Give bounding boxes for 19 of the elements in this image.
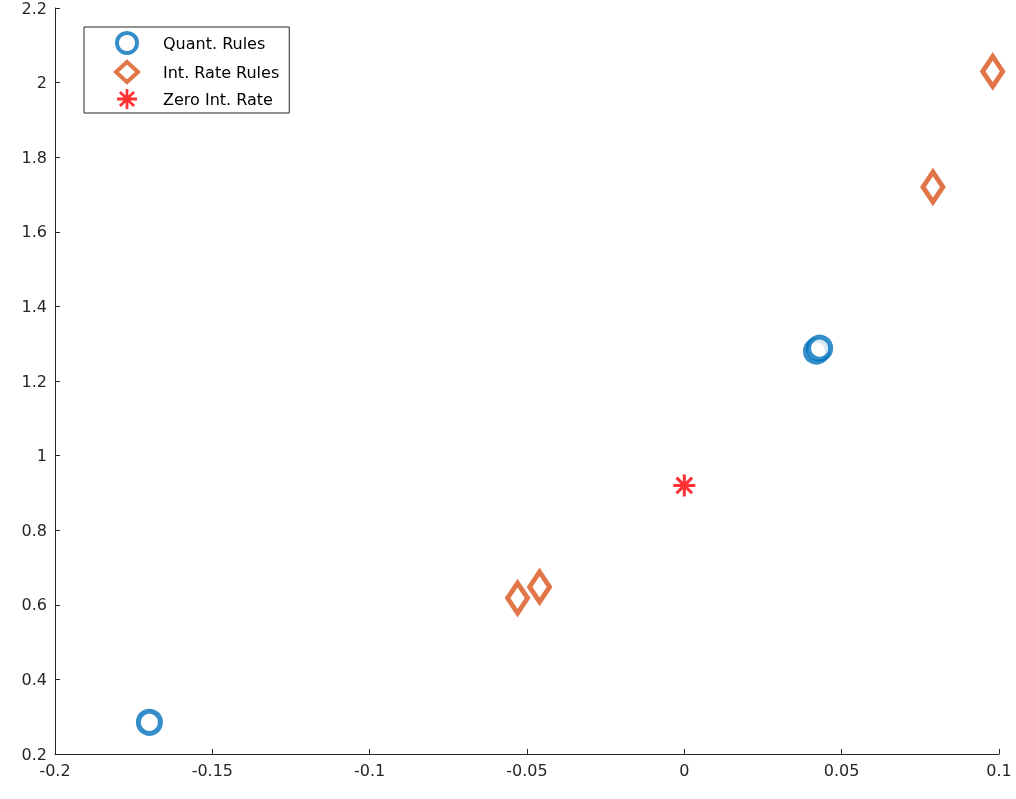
x-tick-label: -0.15	[191, 760, 234, 780]
legend-label: Int. Rate Rules	[163, 62, 280, 82]
x-tick-label: 0.05	[823, 760, 860, 780]
y-tick-label: 1.8	[21, 147, 47, 167]
x-tick-label: -0.1	[354, 760, 386, 780]
y-tick-label: 1	[36, 446, 47, 466]
legend-label: Zero Int. Rate	[163, 89, 273, 109]
y-tick-label: 0.8	[21, 520, 47, 540]
y-tick-label: 2.2	[21, 0, 47, 18]
x-tick-label: -0.05	[506, 760, 548, 780]
y-tick-label: 2	[36, 73, 47, 93]
y-tick-label: 0.6	[21, 595, 47, 615]
legend-label: Quant. Rules	[163, 33, 266, 53]
x-tick-label: 0	[679, 760, 690, 780]
y-tick-label: 1.2	[21, 371, 47, 391]
y-tick-label: 1.6	[21, 222, 47, 242]
y-tick-label: 0.4	[21, 669, 47, 689]
y-tick-label: 1.4	[21, 296, 47, 316]
x-tick-label: 0.1	[986, 760, 1012, 780]
